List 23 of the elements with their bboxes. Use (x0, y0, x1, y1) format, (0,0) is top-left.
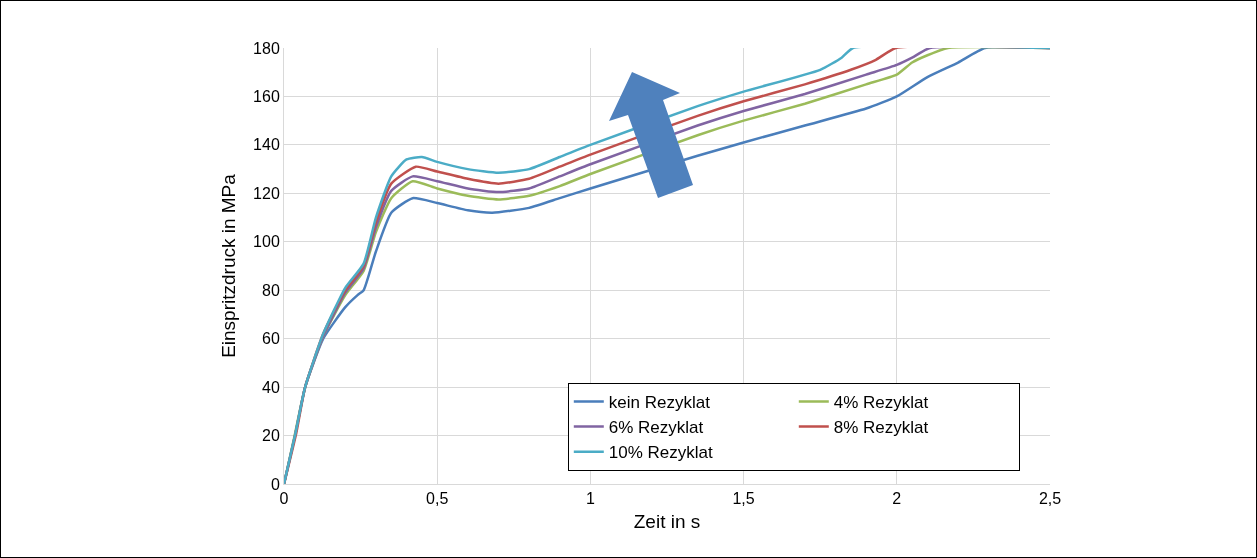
legend-label: 4% Rezyklat (833, 393, 929, 413)
x-tick-label: 2 (892, 490, 902, 508)
line-series (284, 48, 1050, 484)
x-axis-title: Zeit in s (633, 511, 701, 532)
legend-label: 6% Rezyklat (608, 418, 704, 438)
y-tick-label: 180 (253, 39, 280, 57)
y-tick-label: 160 (253, 88, 280, 106)
y-tick-label: 0 (270, 475, 280, 493)
legend-label: kein Rezyklat (608, 393, 711, 413)
y-tick-label: 80 (262, 281, 280, 299)
y-tick-label: 60 (262, 330, 280, 348)
y-axis-title: Einspritzdruck in MPa (217, 173, 239, 358)
y-tick-label: 20 (262, 427, 280, 445)
y-tick-label: 100 (253, 233, 280, 251)
legend-label: 8% Rezyklat (833, 418, 929, 438)
y-tick-label: 40 (262, 378, 280, 396)
x-tick-label: 2,5 (1038, 490, 1062, 508)
x-tick-label: 0,5 (426, 490, 449, 508)
legend-label: 10% Rezyklat (608, 443, 714, 463)
x-tick-label: 1 (585, 490, 595, 508)
y-tick-label: 140 (253, 136, 280, 154)
x-tick-label: 1,5 (732, 490, 755, 508)
y-tick-label: 120 (253, 184, 280, 202)
